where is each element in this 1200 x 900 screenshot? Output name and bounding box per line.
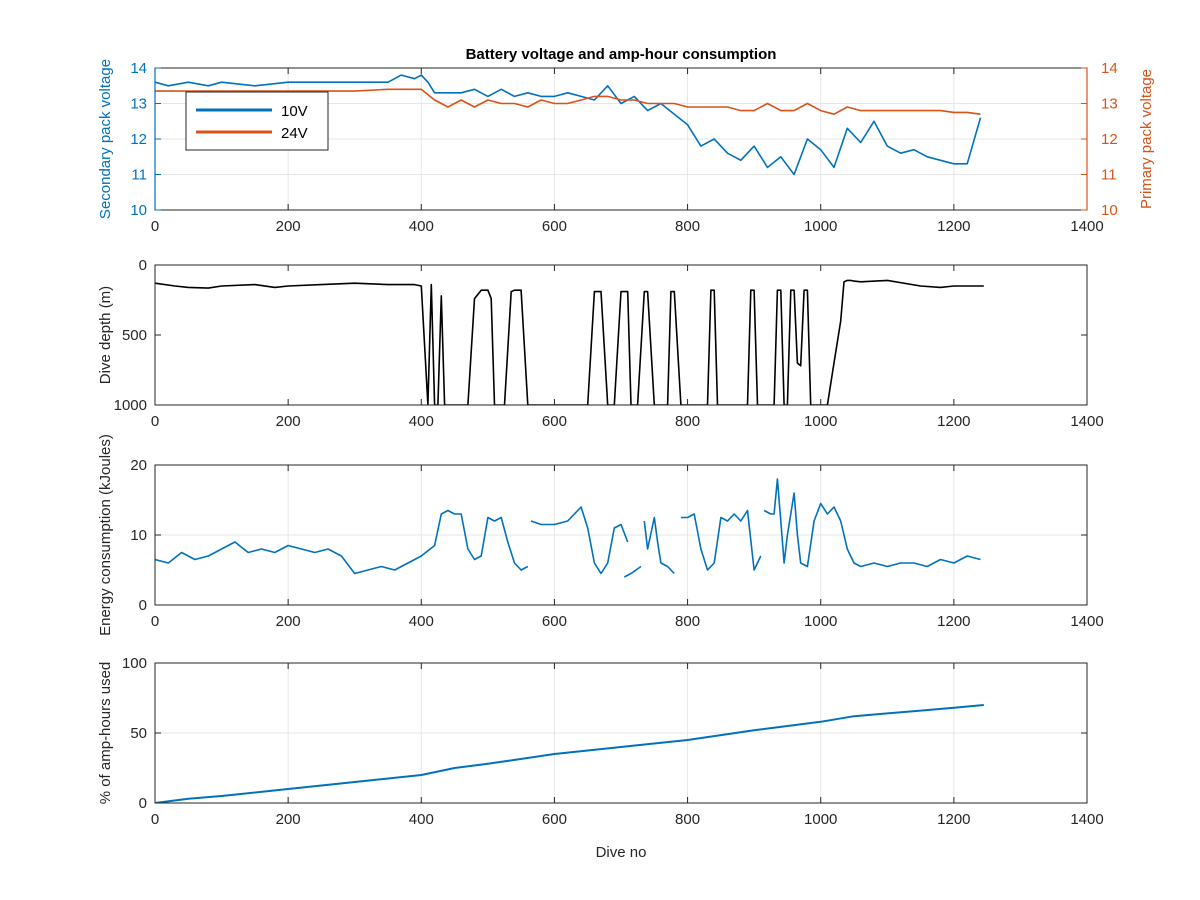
x-tick-label: 1400	[1070, 811, 1103, 828]
x-tick-label: 0	[151, 613, 159, 630]
x-tick-label: 200	[276, 613, 301, 630]
x-tick-label: 200	[276, 413, 301, 430]
y-tick-label: 500	[122, 327, 147, 344]
chart-panel-1: 0 200 400 600 800 1000 1200 1400101112131410111…	[97, 46, 1155, 235]
y-tick-label: 1000	[114, 397, 147, 414]
y-tick-label: 10	[130, 202, 147, 219]
chart-title: Battery voltage and amp-hour consumption	[466, 46, 777, 63]
x-tick-label: 1200	[937, 811, 970, 828]
x-tick-label: 600	[542, 413, 567, 430]
x-tick-label: 800	[675, 613, 700, 630]
x-tick-label: 400	[409, 218, 434, 235]
series-line-6	[763, 478, 981, 568]
x-tick-label: 1400	[1070, 613, 1103, 630]
x-tick-label: 1000	[804, 218, 837, 235]
series-line-3	[623, 565, 642, 578]
series-line-10v	[155, 74, 982, 176]
x-tick-label: 1000	[804, 613, 837, 630]
y-tick-label-right: 10	[1101, 202, 1118, 219]
x-tick-label: 1000	[804, 413, 837, 430]
chart-panel-3: 0 200 400 600 800 1000 1200 1400 0 10 20 Energy con…	[97, 434, 1104, 636]
y-axis-label: % of amp-hours used	[97, 662, 114, 805]
series-line-2	[530, 506, 629, 575]
x-tick-label: 400	[409, 613, 434, 630]
x-tick-label: 400	[409, 413, 434, 430]
x-tick-label: 0	[151, 413, 159, 430]
series-line-5	[680, 509, 762, 571]
x-axis-label: Dive no	[596, 844, 647, 861]
x-tick-label: 0	[151, 218, 159, 235]
x-tick-label: 200	[276, 811, 301, 828]
y-tick-label: 13	[130, 96, 147, 113]
y-tick-label-right: 11	[1101, 167, 1117, 184]
x-tick-label: 1400	[1070, 218, 1103, 235]
x-tick-label: 600	[542, 613, 567, 630]
y-tick-label-right: 13	[1101, 96, 1118, 113]
x-tick-label: 1200	[937, 218, 970, 235]
series-line-1	[155, 509, 529, 575]
y-tick-label: 0	[139, 795, 147, 812]
legend-label-10v: 10V	[281, 103, 308, 120]
series-line-24v	[155, 88, 981, 115]
x-tick-label: 800	[675, 413, 700, 430]
x-tick-label: 800	[675, 218, 700, 235]
y-tick-label-right: 14	[1101, 60, 1118, 77]
y-tick-label: 0	[139, 597, 147, 614]
x-tick-label: 400	[409, 811, 434, 828]
x-tick-label: 1200	[937, 613, 970, 630]
y-tick-label: 10	[130, 527, 147, 544]
x-tick-label: 1000	[804, 811, 837, 828]
y-axis-label: Secondary pack voltage	[97, 59, 114, 219]
y-axis-label: Dive depth (m)	[97, 286, 114, 384]
y-tick-label: 0	[139, 257, 147, 274]
y-tick-label: 14	[130, 60, 147, 77]
x-tick-label: 600	[542, 811, 567, 828]
y-tick-label: 100	[122, 655, 147, 672]
x-tick-label: 600	[542, 218, 567, 235]
y-axis-label-right: Primary pack voltage	[1138, 69, 1155, 209]
y-tick-label-right: 12	[1101, 131, 1118, 148]
x-tick-label: 800	[675, 811, 700, 828]
y-tick-label: 50	[130, 725, 147, 742]
x-tick-label: 1200	[937, 413, 970, 430]
legend-label-24v: 24V	[281, 125, 308, 142]
y-tick-label: 11	[131, 167, 147, 184]
y-axis-label: Energy consumption (kJoules)	[97, 434, 114, 636]
x-tick-label: 200	[276, 218, 301, 235]
x-tick-label: 0	[151, 811, 159, 828]
y-tick-label: 20	[130, 457, 147, 474]
legend-box	[185, 91, 329, 151]
x-tick-label: 1400	[1070, 413, 1103, 430]
plot-area	[155, 265, 1087, 405]
series-line-1	[155, 704, 984, 803]
chart-panel-4: 0 200 400 600 800 1000 1200 1400 0 50 100 % of amp-…	[97, 655, 1104, 861]
y-tick-label: 12	[130, 131, 147, 148]
series-line-4	[643, 516, 675, 575]
